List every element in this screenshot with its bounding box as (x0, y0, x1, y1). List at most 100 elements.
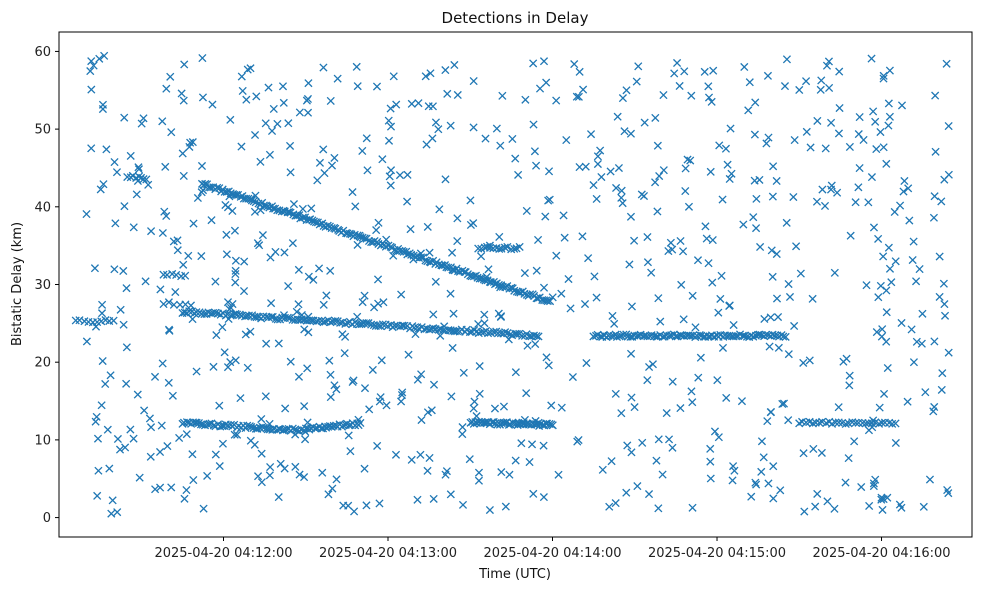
x-tick-label: 2025-04-20 04:13:00 (319, 546, 457, 561)
scatter-point (341, 319, 350, 328)
scatter-point (617, 186, 626, 195)
scatter-point (353, 312, 362, 321)
scatter-point (617, 193, 626, 202)
scatter-point (688, 503, 697, 512)
scatter-point (552, 251, 561, 260)
scatter-point (610, 319, 619, 328)
scatter-point (397, 390, 407, 400)
scatter-point (340, 349, 349, 358)
scatter-point (370, 303, 379, 312)
scatter-point (304, 79, 313, 88)
scatter-point (744, 106, 753, 115)
scatter-point (458, 423, 467, 432)
scatter-point (614, 163, 623, 173)
scatter-point (647, 331, 656, 340)
scatter-point (921, 388, 930, 397)
scatter-point (353, 82, 362, 91)
scatter-point (331, 316, 340, 326)
scatter-point (714, 433, 723, 442)
scatter-point (708, 236, 717, 245)
scatter-point (721, 144, 731, 153)
scatter-point (627, 393, 636, 402)
scatter-point (882, 337, 891, 346)
scatter-point (944, 348, 953, 357)
scatter-point (318, 468, 327, 477)
scatter-point (147, 227, 156, 236)
scatter-point (311, 424, 320, 433)
scatter-point (882, 308, 891, 317)
scatter-point (116, 305, 125, 314)
scatter-point (681, 164, 690, 173)
scatter-point (422, 140, 431, 149)
scatter-point (377, 356, 386, 365)
scatter-point (185, 142, 194, 151)
scatter-point (854, 130, 863, 139)
scatter-point (403, 197, 412, 206)
scatter-point (796, 269, 805, 278)
scatter-point (226, 358, 235, 367)
scatter-point (909, 358, 918, 367)
scatter-point (368, 365, 377, 374)
scatter-point (911, 277, 921, 286)
scatter-point (162, 211, 171, 221)
scatter-point (630, 403, 639, 412)
scatter-point (198, 53, 207, 63)
scatter-point (407, 250, 416, 259)
scatter-point (501, 328, 510, 337)
scatter-point (192, 367, 201, 376)
scatter-point (872, 145, 881, 154)
scatter-point (605, 502, 614, 511)
scatter-point (241, 330, 250, 339)
scatter-point (168, 391, 177, 400)
scatter-point (818, 185, 827, 194)
scatter-point (246, 64, 255, 73)
scatter-point (593, 159, 602, 169)
scatter-point (667, 331, 676, 340)
scatter-point (597, 172, 606, 182)
scatter-point (416, 450, 425, 459)
scatter-point (612, 183, 621, 193)
scatter-point (544, 167, 554, 176)
scatter-point (845, 371, 854, 380)
scatter-point (156, 483, 165, 492)
scatter-point (896, 201, 905, 210)
scatter-point (879, 74, 888, 83)
scatter-point (444, 263, 453, 272)
scatter-point (811, 502, 820, 511)
scatter-point (449, 309, 458, 318)
scatter-point (768, 272, 777, 281)
scatter-point (231, 270, 240, 279)
scatter-point (664, 246, 673, 256)
scatter-point (864, 418, 873, 428)
scatter-point (271, 247, 280, 256)
scatter-point (766, 407, 776, 417)
scatter-point (253, 472, 263, 481)
scatter-point (351, 202, 360, 211)
scatter-point (562, 135, 571, 145)
scatter-point (592, 293, 601, 302)
scatter-point (707, 97, 716, 106)
scatter-point (115, 445, 125, 454)
scatter-point (769, 162, 778, 171)
scatter-point (215, 401, 224, 410)
scatter-point (379, 298, 388, 307)
scatter-point (879, 71, 888, 80)
scatter-point (373, 441, 382, 450)
scatter-point (728, 476, 737, 485)
scatter-point (809, 444, 818, 454)
scatter-point (618, 199, 627, 208)
scatter-point (199, 504, 208, 513)
scatter-point (643, 376, 652, 385)
scatter-point (447, 392, 456, 401)
scatter-point (353, 240, 362, 249)
scatter-point (330, 153, 339, 162)
scatter-point (121, 443, 130, 452)
scatter-point (266, 463, 275, 472)
scatter-point (897, 503, 906, 512)
scatter-point (790, 321, 799, 331)
scatter-point (223, 203, 233, 212)
scatter-point (441, 175, 450, 184)
scatter-point (423, 408, 432, 417)
scatter-point (158, 228, 167, 238)
scatter-point (289, 200, 298, 209)
